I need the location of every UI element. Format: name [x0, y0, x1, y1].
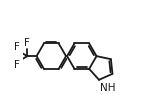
Text: F: F — [14, 60, 20, 71]
Text: NH: NH — [100, 83, 115, 93]
Text: F: F — [14, 42, 20, 52]
Text: F: F — [24, 38, 30, 48]
